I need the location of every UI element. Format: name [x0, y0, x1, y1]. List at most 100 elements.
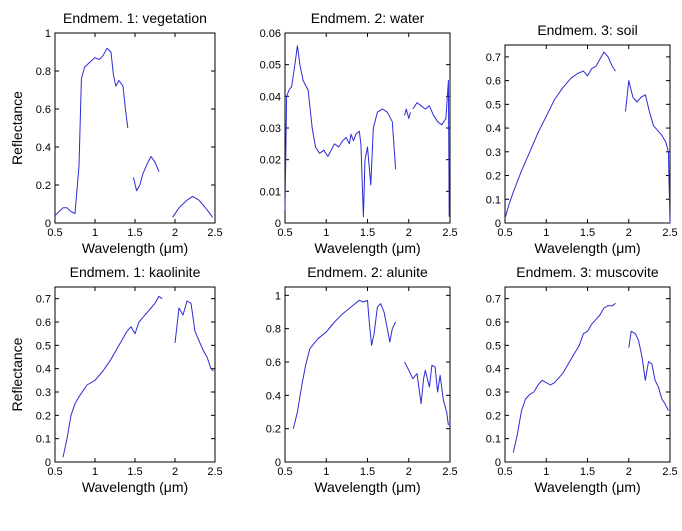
y-tick-label: 0.5	[36, 340, 51, 352]
y-tick-label: 0.03	[260, 123, 281, 135]
y-tick-label: 0.2	[266, 424, 281, 436]
panel-title-soil: Endmem. 3: soil	[537, 22, 637, 38]
x-tick-label: 1	[92, 227, 98, 239]
y-tick-label: 0.2	[486, 171, 501, 183]
x-tick-label: 2	[406, 466, 412, 478]
x-tick-label: 2	[172, 227, 178, 239]
spectrum-segment-soil-1	[504, 51, 616, 219]
y-tick-label: 0.7	[36, 294, 51, 306]
y-tick-label: 0.3	[486, 387, 501, 399]
y-tick-label: 0.1	[486, 434, 501, 446]
panel-soil: Endmem. 3: soil 0.5 1 1.5 2 2.5 0 0.1 0.2 0.3 0.4 0…	[486, 22, 678, 256]
panel-alunite: Endmem. 2: alunite 0.5 1 1.5 2 2.5 0 0.2 0.4 0.6 0…	[266, 264, 458, 495]
x-tick-label: 1	[92, 466, 98, 478]
x-tick-label: 2.5	[207, 466, 222, 478]
y-tick-label: 0	[275, 457, 281, 469]
x-axis-label-muscovite: Wavelength (μm)	[534, 479, 640, 495]
y-tick-label: 0.7	[486, 52, 501, 64]
axes-frame-alunite	[284, 286, 451, 463]
x-tick-label: 2	[626, 466, 632, 478]
y-tick-label: 0	[275, 218, 281, 230]
y-tick-label: 1	[45, 28, 51, 40]
x-tick-label: 1	[323, 227, 329, 239]
y-tick-label: 0	[495, 218, 501, 230]
x-tick-label: 1.5	[360, 227, 375, 239]
y-tick-label: 0.5	[486, 99, 501, 111]
axes-frame-water	[284, 32, 451, 224]
x-tick-label: 2.5	[207, 227, 222, 239]
y-tick-label: 0	[45, 457, 51, 469]
y-tick-label: 0	[45, 218, 51, 230]
spectrum-segment-alunite-2	[404, 361, 449, 426]
y-tick-label: 0.1	[36, 434, 51, 446]
y-axis-label-kaolinite: Reflectance	[9, 337, 25, 411]
x-tick-label: 0.5	[277, 466, 292, 478]
y-tick-label: 0.01	[260, 186, 281, 198]
axes-frame-vegetation	[54, 32, 216, 224]
x-tick-label: 1	[323, 466, 329, 478]
y-tick-label: 0.1	[486, 194, 501, 206]
x-tick-label: 0.5	[47, 227, 62, 239]
x-tick-label: 2	[626, 227, 632, 239]
x-tick-label: 1.5	[127, 466, 142, 478]
x-tick-label: 1.5	[580, 466, 595, 478]
y-tick-label: 0.5	[486, 340, 501, 352]
x-axis-label-kaolinite: Wavelength (μm)	[82, 479, 188, 495]
spectrum-segment-kaolinite-2	[174, 300, 214, 372]
y-tick-label: 0.8	[266, 324, 281, 336]
axes-frame-kaolinite	[54, 286, 216, 463]
x-tick-label: 1.5	[127, 227, 142, 239]
y-tick-label: 0.4	[266, 390, 281, 402]
panel-title-muscovite: Endmem. 3: muscovite	[516, 264, 659, 280]
x-tick-label: 2.5	[442, 466, 457, 478]
y-tick-label: 0.7	[486, 294, 501, 306]
x-tick-label: 2.5	[442, 227, 457, 239]
y-tick-label: 0.02	[260, 155, 281, 167]
x-tick-label: 0.5	[47, 466, 62, 478]
x-axis-label-vegetation: Wavelength (μm)	[82, 240, 188, 256]
y-tick-label: 0.4	[486, 123, 501, 135]
spectrum-segment-kaolinite-1	[62, 295, 163, 458]
y-tick-label: 0.4	[36, 142, 51, 154]
spectrum-segment-water-3	[412, 80, 450, 217]
spectrum-segment-water-1	[284, 45, 397, 218]
panel-title-vegetation: Endmem. 1: vegetation	[63, 10, 207, 26]
spectrum-segment-soil-2	[625, 80, 671, 224]
x-tick-label: 2.5	[662, 466, 677, 478]
y-tick-label: 0.06	[260, 28, 281, 40]
spectrum-segment-muscovite-2	[628, 330, 669, 411]
x-tick-label: 1	[543, 227, 549, 239]
y-tick-label: 0.6	[486, 76, 501, 88]
spectrum-segment-vegetation-2	[132, 156, 160, 192]
x-tick-label: 1.5	[580, 227, 595, 239]
panel-title-kaolinite: Endmem. 1: kaolinite	[70, 264, 201, 280]
y-axis-label-vegetation: Reflectance	[9, 91, 25, 165]
panel-water: Endmem. 2: water 0.5 1 1.5 2 2.5 0 0.01 0.02 0.03…	[260, 10, 458, 256]
x-tick-label: 0.5	[497, 227, 512, 239]
y-tick-label: 0.2	[36, 410, 51, 422]
spectrum-segment-water-2	[404, 108, 411, 119]
x-tick-label: 1.5	[360, 466, 375, 478]
spectrum-segment-vegetation-1	[54, 47, 129, 216]
y-tick-label: 0.8	[36, 66, 51, 78]
x-tick-label: 2	[172, 466, 178, 478]
panel-title-alunite: Endmem. 2: alunite	[307, 264, 428, 280]
y-tick-label: 0.6	[486, 317, 501, 329]
x-tick-label: 1	[543, 466, 549, 478]
axes-frame-soil	[504, 44, 671, 224]
x-axis-label-water: Wavelength (μm)	[314, 240, 420, 256]
x-tick-label: 2.5	[662, 227, 677, 239]
panel-vegetation: Endmem. 1: vegetation 0.5 1 1.5 2 2.5 0 0.2 0.4 0…	[9, 10, 223, 256]
y-tick-label: 0.2	[486, 410, 501, 422]
y-tick-label: 0.3	[486, 147, 501, 159]
panel-title-water: Endmem. 2: water	[311, 10, 425, 26]
spectrum-segment-vegetation-3	[172, 195, 214, 218]
y-tick-label: 0.04	[260, 91, 281, 103]
axes-frame-muscovite	[504, 286, 671, 463]
x-tick-label: 2	[406, 227, 412, 239]
panel-kaolinite: Endmem. 1: kaolinite 0.5 1 1.5 2 2.5 0 0.1 0.2 0.…	[9, 264, 223, 495]
panel-muscovite: Endmem. 3: muscovite 0.5 1 1.5 2 2.5 0 0.1 0.2 0.…	[486, 264, 678, 495]
y-tick-label: 0.6	[266, 357, 281, 369]
y-tick-label: 0.4	[36, 364, 51, 376]
